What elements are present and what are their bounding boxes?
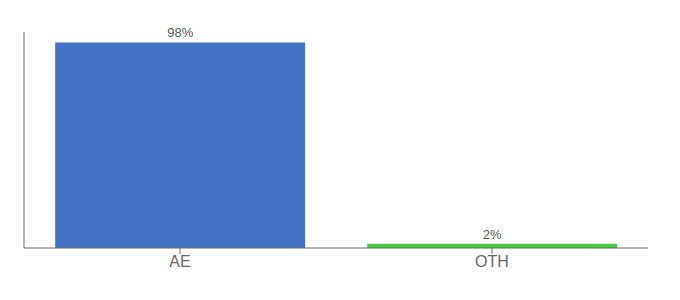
svg-text:98%: 98% [167,25,193,40]
svg-text:OTH: OTH [475,253,509,270]
svg-text:2%: 2% [483,227,502,242]
svg-text:AE: AE [169,253,190,270]
